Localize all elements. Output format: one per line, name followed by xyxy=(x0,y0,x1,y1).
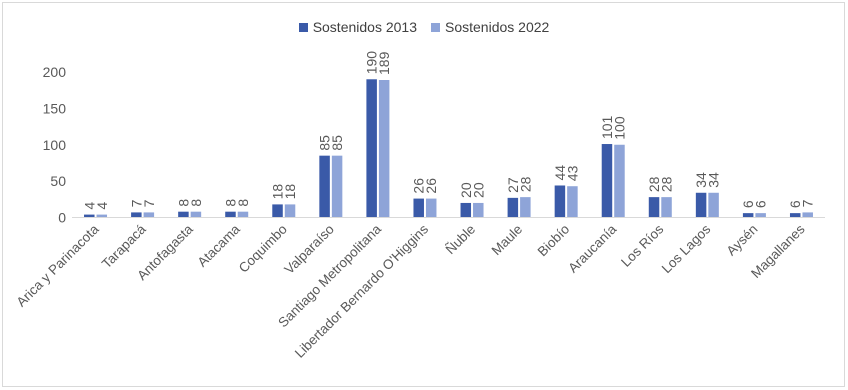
x-tick-label: Arica y Parinacota xyxy=(14,221,102,309)
legend-label-2013: Sostenidos 2013 xyxy=(312,19,417,35)
bar-2013 xyxy=(413,198,424,218)
data-label: 6 xyxy=(753,200,769,208)
bar-2013 xyxy=(131,212,142,218)
bar-2013 xyxy=(789,213,801,218)
data-label: 100 xyxy=(611,116,627,140)
data-label: 34 xyxy=(693,172,709,188)
bar-2013 xyxy=(84,214,95,218)
data-label: 6 xyxy=(740,200,756,208)
data-label: 20 xyxy=(458,182,474,198)
bar-2022 xyxy=(755,213,766,218)
data-label: 28 xyxy=(659,176,675,192)
data-label: 4 xyxy=(94,202,110,210)
data-label: 18 xyxy=(270,184,286,200)
bar-2013 xyxy=(554,185,566,218)
data-label: 85 xyxy=(317,135,333,151)
data-label: 34 xyxy=(706,172,722,188)
x-tick-label: Aysén xyxy=(724,222,761,259)
bar-2013 xyxy=(695,192,707,218)
data-label: 26 xyxy=(411,178,427,194)
bar-2022 xyxy=(331,155,343,218)
bar-2022 xyxy=(96,214,108,218)
bar-2022 xyxy=(802,212,813,218)
bar-2022 xyxy=(661,197,672,218)
data-label: 26 xyxy=(423,178,439,194)
bar-2022 xyxy=(284,204,296,218)
data-label: 190 xyxy=(364,51,380,75)
data-label: 8 xyxy=(175,199,191,207)
bar-2022 xyxy=(567,186,578,218)
bar-2013 xyxy=(366,79,377,218)
bar-2022 xyxy=(520,197,531,218)
bar-2022 xyxy=(237,211,249,218)
bar-2013 xyxy=(178,211,189,218)
data-label: 8 xyxy=(222,199,238,207)
x-tick-label: Maule xyxy=(489,222,526,259)
bar-2022 xyxy=(425,198,437,218)
x-tick-label: Araucanía xyxy=(565,221,619,275)
data-label: 20 xyxy=(470,182,486,198)
y-tick-label: 100 xyxy=(43,137,67,153)
x-tick-label: Atacama xyxy=(195,221,244,270)
data-label: 189 xyxy=(376,51,392,75)
bar-2013 xyxy=(601,144,613,218)
data-label: 28 xyxy=(517,176,533,192)
legend-swatch-2022 xyxy=(431,22,440,32)
legend-item-2013: Sostenidos 2013 xyxy=(298,19,417,35)
data-label: 85 xyxy=(329,135,345,151)
x-tick-label: Los Ríos xyxy=(618,221,666,269)
data-label: 44 xyxy=(552,165,568,181)
bar-2013 xyxy=(225,211,236,218)
bars xyxy=(84,79,813,218)
bar-2022 xyxy=(143,212,155,218)
bar-2022 xyxy=(614,144,625,218)
bar-2022 xyxy=(473,202,484,218)
data-label: 8 xyxy=(188,199,204,207)
data-label: 8 xyxy=(235,199,251,207)
y-tick-label: 50 xyxy=(50,173,66,189)
legend-item-2022: Sostenidos 2022 xyxy=(431,19,549,35)
bar-2013 xyxy=(742,213,754,218)
y-axis: 0 50 100 150 200 xyxy=(43,64,67,226)
bar-2013 xyxy=(272,204,283,218)
data-label: 28 xyxy=(646,176,662,192)
data-label: 7 xyxy=(800,199,816,207)
x-axis-labels: Arica y ParinacotaTarapacáAntofagastaAta… xyxy=(14,221,808,361)
legend-label-2022: Sostenidos 2022 xyxy=(445,19,550,35)
data-label: 7 xyxy=(141,199,157,207)
data-label: 101 xyxy=(599,115,615,139)
data-label: 43 xyxy=(564,165,580,181)
bar-2022 xyxy=(708,192,719,218)
y-tick-label: 150 xyxy=(43,100,67,116)
bar-2013 xyxy=(319,155,330,218)
chart-legend: Sostenidos 2013 Sostenidos 2022 xyxy=(0,19,848,35)
bar-2013 xyxy=(648,197,660,218)
data-label: 6 xyxy=(787,200,803,208)
x-tick-label: Biobío xyxy=(535,222,573,260)
bar-2013 xyxy=(460,202,472,218)
data-label: 27 xyxy=(505,177,521,193)
bar-2013 xyxy=(507,197,519,218)
legend-swatch-2013 xyxy=(298,22,308,32)
y-tick-label: 0 xyxy=(58,210,66,226)
x-tick-label: Ñuble xyxy=(443,222,479,258)
data-label: 4 xyxy=(81,202,97,210)
data-label: 7 xyxy=(128,199,144,207)
data-label: 18 xyxy=(282,184,298,200)
x-tick-label: Los Lagos xyxy=(659,221,714,276)
bar-2022 xyxy=(378,80,390,218)
y-tick-label: 200 xyxy=(43,64,67,80)
bar-2022 xyxy=(190,211,202,218)
